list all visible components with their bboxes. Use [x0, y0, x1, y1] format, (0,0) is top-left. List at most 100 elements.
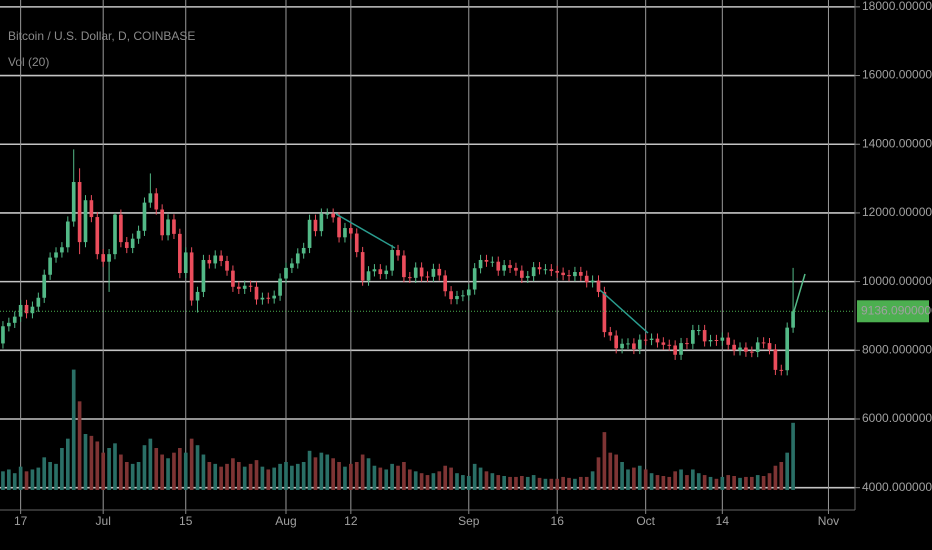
volume-bar: [195, 445, 200, 490]
volume-bar: [236, 462, 241, 490]
candle-body: [278, 278, 282, 296]
candle-body: [685, 343, 689, 345]
candle-body: [402, 255, 406, 278]
volume-bar: [543, 478, 548, 490]
volume-bar: [154, 448, 159, 490]
candle-body: [643, 339, 648, 341]
x-tick-label: 15: [179, 514, 193, 528]
volume-bar: [396, 465, 400, 490]
candle-body: [195, 291, 200, 301]
candle-body: [201, 259, 206, 292]
volume-bar: [119, 454, 123, 490]
volume-bar: [520, 476, 524, 490]
volume-bar: [761, 476, 766, 490]
candle-body: [178, 233, 182, 274]
volume-bar: [791, 422, 795, 490]
volume-bar: [443, 465, 448, 490]
candle-body: [626, 343, 630, 345]
candle-body: [372, 269, 377, 272]
candle-body: [525, 276, 530, 278]
volume-bar: [242, 466, 247, 490]
candle-body: [602, 291, 607, 333]
volume-bar: [720, 476, 725, 490]
candle-body: [614, 335, 619, 349]
volume-bar: [301, 462, 306, 490]
candle-body: [767, 343, 772, 350]
volume-bar: [172, 452, 176, 490]
volume-bar: [455, 473, 459, 490]
candle-body: [248, 285, 253, 287]
candle-body: [425, 276, 430, 278]
volume-bar: [578, 476, 583, 490]
volume-bar: [407, 469, 412, 490]
volume-bar: [7, 469, 11, 490]
volume-bar: [337, 462, 341, 490]
volume-bar: [266, 469, 271, 490]
candle-body: [514, 267, 518, 271]
candle-body: [30, 306, 35, 314]
volume-bar: [626, 469, 630, 490]
candle-body: [77, 182, 82, 243]
volume-bar: [590, 471, 595, 490]
candle-body: [354, 233, 359, 253]
candle-body: [213, 255, 218, 264]
volume-bar: [461, 475, 465, 490]
volume-bar: [679, 469, 683, 490]
candle-body: [207, 259, 212, 264]
candle-body: [773, 349, 778, 370]
candle-body: [478, 259, 483, 269]
candle-body: [502, 265, 506, 271]
candle-body: [124, 242, 129, 248]
candle-body: [18, 304, 23, 317]
volume-bar: [384, 469, 389, 490]
candle-body: [343, 228, 347, 238]
volume-bar: [290, 465, 294, 490]
volume-bar: [219, 466, 223, 490]
volume-bar: [54, 463, 58, 490]
volume-bar: [425, 475, 430, 490]
candle-body: [744, 347, 748, 352]
x-tick-label: Oct: [636, 514, 655, 528]
volume-bar: [531, 475, 536, 490]
volume-bar: [42, 457, 47, 490]
candle-body: [12, 316, 17, 323]
candle-body: [455, 296, 459, 300]
candle-body: [384, 270, 389, 275]
volume-bar: [325, 454, 330, 490]
candle-body: [54, 252, 58, 258]
volume-bar: [685, 475, 689, 490]
y-tick-label: 16000.00000000: [862, 68, 932, 82]
candle-body: [142, 202, 147, 231]
x-tick-label: 14: [716, 514, 730, 528]
candle-body: [637, 339, 642, 349]
volume-bar: [608, 452, 613, 490]
volume-bar: [89, 435, 94, 490]
candle-body: [708, 340, 713, 342]
candle-body: [48, 257, 52, 275]
volume-bar: [124, 462, 129, 490]
volume-bar: [36, 467, 41, 490]
volume-bar: [319, 452, 324, 490]
volume-bar: [637, 465, 642, 490]
volume-bar: [744, 476, 748, 490]
candle-body: [189, 252, 194, 301]
candle-body: [779, 369, 784, 371]
candle-body: [561, 272, 565, 276]
candle-body: [319, 213, 324, 232]
volume-bar: [60, 448, 64, 490]
candle-body: [119, 214, 123, 243]
volume-bar: [496, 475, 501, 490]
candle-body: [331, 213, 335, 218]
volume-bar: [785, 452, 790, 490]
y-tick-label: 18000.00000000: [862, 0, 932, 13]
volume-bar: [708, 476, 713, 490]
volume-bar: [71, 369, 76, 490]
candle-body: [661, 342, 666, 345]
volume-bar: [189, 438, 194, 490]
candle-body: [36, 297, 41, 307]
candle-body: [714, 340, 719, 341]
candle-body: [632, 343, 636, 349]
volume-bar: [537, 477, 542, 490]
candle-body: [349, 228, 353, 234]
volume-bar: [484, 471, 489, 490]
